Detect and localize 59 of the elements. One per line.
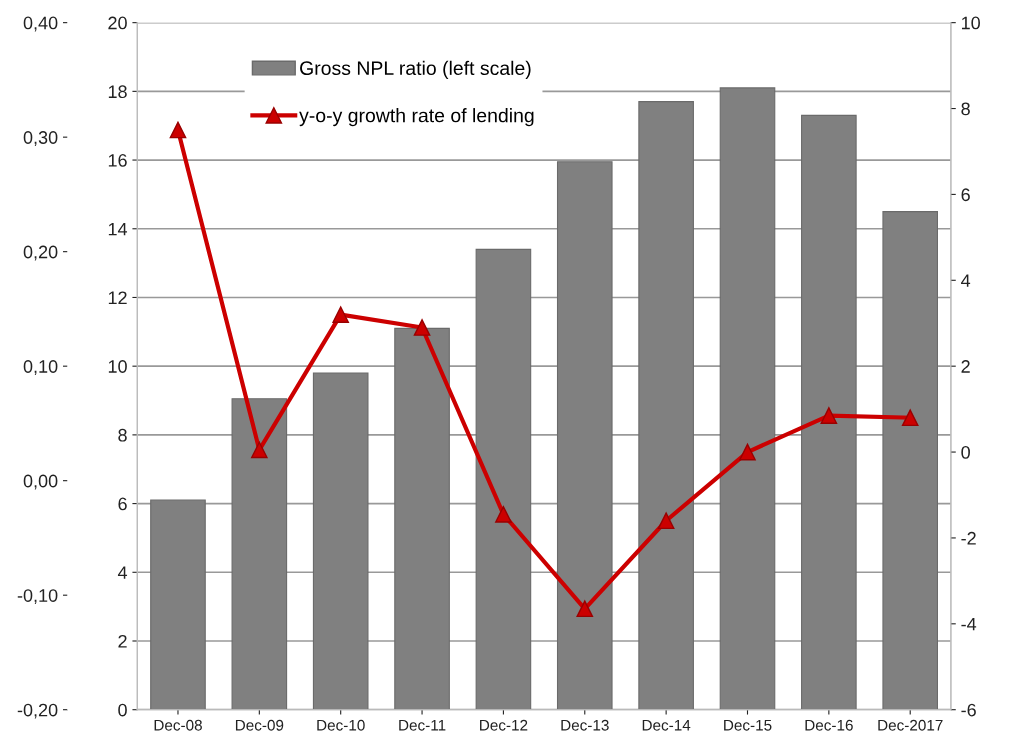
y2-tick-label: 2: [961, 360, 970, 373]
y-tick-label: 6: [118, 497, 127, 511]
y3-tick-label: 0,40: [23, 16, 58, 32]
point: [332, 306, 350, 323]
bar: [312, 372, 369, 710]
bar: [882, 211, 939, 710]
x-tick-label: Dec-2017: [878, 719, 943, 731]
y3-tick-label: -0,10: [17, 589, 58, 605]
point: [739, 443, 756, 461]
bar: [556, 161, 613, 710]
x-tick-label: Dec-15: [724, 719, 772, 731]
y3-tick-label: 0,30: [23, 131, 58, 147]
y2-tick-label: -4: [961, 617, 977, 631]
point: [251, 441, 268, 459]
y2-tick-label: 0: [961, 445, 970, 459]
point: [495, 505, 512, 523]
y-tick-label: 16: [108, 153, 127, 167]
x-tick-label: Dec-09: [235, 719, 284, 731]
legend-label: y-o-y growth rate of lending: [299, 108, 534, 127]
x-tick-label: Dec-11: [399, 719, 446, 731]
x-tick-label: Dec-12: [480, 719, 528, 731]
bar: [801, 114, 857, 710]
bar: [638, 101, 694, 710]
y-tick-label: 12: [108, 291, 127, 305]
point: [820, 407, 838, 424]
point: [901, 409, 919, 427]
y-tick-label: 4: [117, 566, 128, 579]
bar: [475, 248, 532, 710]
y3-tick-label: 0,00: [23, 474, 58, 490]
y-tick-label: 20: [108, 16, 127, 30]
y-tick-label: 18: [108, 85, 127, 99]
y2-tick-label: -2: [961, 531, 976, 545]
y-tick-label: 14: [108, 222, 128, 236]
point: [413, 319, 431, 336]
y2-tick-label: 8: [961, 102, 970, 116]
x-tick-label: Dec-14: [642, 719, 691, 731]
y-tick-label: 10: [108, 360, 127, 373]
legend-label: Gross NPL ratio (left scale): [300, 60, 531, 79]
y-tick-label: 8: [118, 428, 127, 442]
point: [576, 600, 594, 618]
x-tick-label: Dec-10: [317, 719, 365, 731]
y2-tick-label: -6: [961, 703, 976, 717]
point: [169, 121, 187, 139]
bar: [394, 327, 450, 710]
y2-tick-label: 6: [961, 188, 970, 202]
y2-tick-label: 10: [961, 16, 980, 30]
y2-tick-label: 4: [961, 274, 971, 287]
bar: [231, 398, 288, 710]
y3-tick-label: 0,10: [23, 360, 58, 376]
bar: [719, 87, 776, 710]
x-tick-label: Dec-08: [154, 719, 202, 731]
y-tick-label: 0: [118, 703, 127, 717]
x-tick-label: Dec-13: [561, 719, 609, 731]
y-tick-label: 2: [118, 634, 127, 648]
x-tick-label: Dec-16: [805, 719, 853, 731]
y3-tick-label: -0,20: [17, 703, 58, 719]
y3-tick-label: 0,20: [23, 245, 58, 261]
point: [657, 512, 675, 530]
bar: [150, 499, 206, 710]
